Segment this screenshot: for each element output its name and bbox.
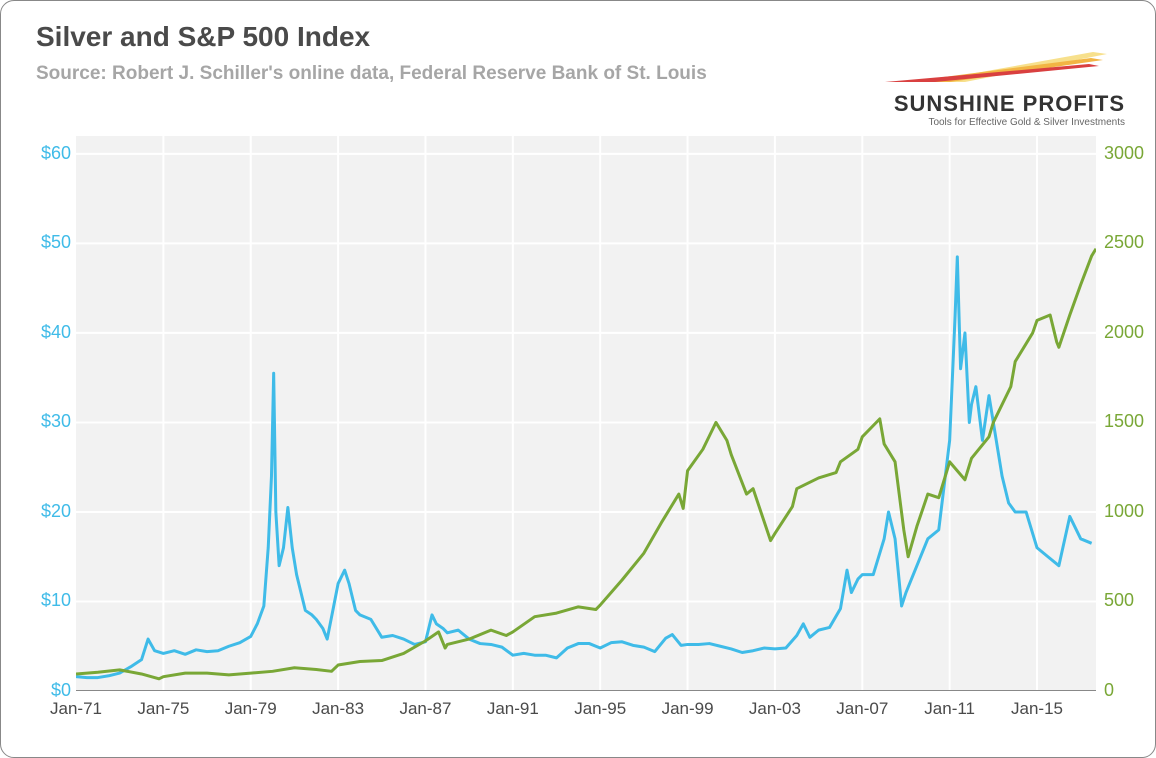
y-left-tick-label: $0 (11, 680, 71, 701)
plot-area (76, 136, 1096, 691)
x-tick-label: Jan-75 (137, 699, 189, 719)
x-tick-label: Jan-95 (574, 699, 626, 719)
x-tick-label: Jan-15 (1011, 699, 1063, 719)
chart-subtitle: Source: Robert J. Schiller's online data… (36, 63, 707, 85)
logo-text: SUNSHINE PROFITS (845, 91, 1125, 117)
series-sp500 (76, 249, 1096, 679)
chart-title: Silver and S&P 500 Index (36, 21, 370, 53)
logo-tagline: Tools for Effective Gold & Silver Invest… (845, 117, 1125, 128)
y-right-tick-label: 2000 (1104, 322, 1156, 343)
x-tick-label: Jan-07 (836, 699, 888, 719)
y-left-tick-label: $60 (11, 143, 71, 164)
x-tick-label: Jan-83 (312, 699, 364, 719)
x-tick-label: Jan-91 (487, 699, 539, 719)
x-tick-label: Jan-11 (924, 699, 975, 719)
y-left-tick-label: $30 (11, 411, 71, 432)
y-left-tick-label: $50 (11, 232, 71, 253)
y-right-tick-label: 1500 (1104, 411, 1156, 432)
y-right-tick-label: 1000 (1104, 501, 1156, 522)
x-tick-label: Jan-79 (225, 699, 277, 719)
y-right-tick-label: 500 (1104, 590, 1156, 611)
y-left-tick-label: $10 (11, 590, 71, 611)
y-right-tick-label: 0 (1104, 680, 1156, 701)
x-tick-label: Jan-03 (749, 699, 801, 719)
logo-rays-icon (845, 46, 1125, 86)
plot-svg (76, 136, 1096, 691)
x-tick-label: Jan-71 (50, 699, 102, 719)
y-left-tick-label: $40 (11, 322, 71, 343)
y-left-tick-label: $20 (11, 501, 71, 522)
x-tick-label: Jan-99 (662, 699, 714, 719)
chart-container: Silver and S&P 500 Index Source: Robert … (0, 0, 1156, 758)
y-right-tick-label: 3000 (1104, 143, 1156, 164)
y-right-tick-label: 2500 (1104, 232, 1156, 253)
series-silver (76, 257, 1092, 678)
logo: SUNSHINE PROFITS Tools for Effective Gol… (845, 46, 1125, 128)
x-tick-label: Jan-87 (399, 699, 451, 719)
